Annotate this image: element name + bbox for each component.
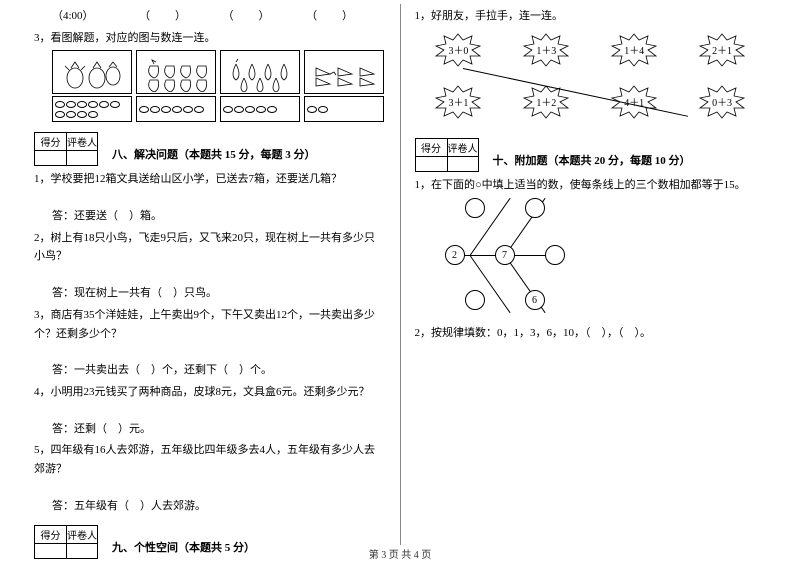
q8-3: 3，商店有35个洋娃娃，上午卖出9个，下午又卖出12个，一共卖出多少个？还剩多少… bbox=[34, 306, 386, 343]
count-box-3 bbox=[220, 96, 300, 122]
q8-2: 2，树上有18只小鸟，飞走9只后，又飞来20只，现在树上一共有多少只小鸟？ bbox=[34, 229, 386, 266]
grader-label: 评卷人 bbox=[67, 133, 97, 151]
burst-bot-3[interactable]: 4＋1 bbox=[606, 84, 662, 120]
fruit-box-3 bbox=[220, 50, 300, 94]
node-diagram: 7 2 6 bbox=[445, 200, 565, 310]
fruit-box-2 bbox=[136, 50, 216, 94]
blank-paren-3[interactable]: （ ） bbox=[306, 10, 354, 22]
fruit-box-4 bbox=[304, 50, 384, 94]
node-known-1: 2 bbox=[445, 245, 465, 265]
blank-paren-2[interactable]: （ ） bbox=[223, 10, 271, 22]
q8-4: 4，小明用23元钱买了两种商品，皮球8元，文具盒6元。还剩多少元？ bbox=[34, 383, 386, 402]
burst-top-3[interactable]: 1＋4 bbox=[606, 32, 662, 68]
node-center: 7 bbox=[495, 245, 515, 265]
q8-1: 1，学校要把12箱文具送给山区小学，已送去7箱，还要送几箱？ bbox=[34, 170, 386, 189]
q8-4-answer[interactable]: 答：还剩（ ）元。 bbox=[34, 420, 386, 439]
grader-label-10: 评卷人 bbox=[448, 139, 478, 157]
fruit-box-1 bbox=[52, 50, 132, 94]
count-box-4 bbox=[304, 96, 384, 122]
q8-2-answer[interactable]: 答：现在树上一共有（ ）只鸟。 bbox=[34, 284, 386, 303]
burst-bot-4[interactable]: 0＋3 bbox=[694, 84, 750, 120]
pineapple-icon bbox=[57, 54, 127, 92]
node-blank-1[interactable] bbox=[465, 198, 485, 218]
count-row bbox=[52, 96, 386, 122]
node-blank-4[interactable] bbox=[465, 290, 485, 310]
burst-bot-1[interactable]: 3＋1 bbox=[430, 84, 486, 120]
burst-top-2[interactable]: 1＋3 bbox=[518, 32, 574, 68]
score-label-9: 得分 bbox=[35, 526, 66, 544]
burst-row-top: 3＋0 1＋3 1＋4 2＋1 bbox=[415, 32, 767, 68]
section-8-title: 八、解决问题（本题共 15 分，每题 3 分） bbox=[112, 146, 316, 166]
node-blank-3[interactable] bbox=[545, 245, 565, 265]
grader-label-9: 评卷人 bbox=[67, 526, 97, 544]
score-box-8: 得分 评卷人 八、解决问题（本题共 15 分，每题 3 分） bbox=[34, 132, 386, 166]
node-blank-2[interactable] bbox=[525, 198, 545, 218]
q10-2[interactable]: 2，按规律填数：0，1，3，6，10，（ ），（ ）。 bbox=[415, 324, 767, 343]
q8-1-answer[interactable]: 答：还要送（ ）箱。 bbox=[34, 207, 386, 226]
section-10-title: 十、附加题（本题共 20 分，每题 10 分） bbox=[493, 152, 691, 172]
q8-3-answer[interactable]: 答：一共卖出去（ ）个，还剩下（ ）个。 bbox=[34, 361, 386, 380]
page-footer: 第 3 页 共 4 页 bbox=[0, 546, 800, 561]
q9-1-title: 1，好朋友，手拉手，连一连。 bbox=[415, 7, 767, 26]
count-box-2 bbox=[136, 96, 216, 122]
burst-bot-2[interactable]: 1＋2 bbox=[518, 84, 574, 120]
burst-top-4[interactable]: 2＋1 bbox=[694, 32, 750, 68]
blank-paren-1[interactable]: （ ） bbox=[139, 10, 187, 22]
burst-row-bot: 3＋1 1＋2 4＋1 0＋3 bbox=[415, 84, 767, 120]
time-label: （4:00） bbox=[52, 10, 94, 22]
carrot-icon bbox=[308, 54, 380, 92]
fruit-row bbox=[52, 50, 386, 94]
strawberry-icon bbox=[140, 54, 212, 92]
q10-1: 1，在下面的○中填上适当的数，使每条线上的三个数相加都等于15。 bbox=[415, 176, 767, 195]
burst-top-1[interactable]: 3＋0 bbox=[430, 32, 486, 68]
node-known-2: 6 bbox=[525, 290, 545, 310]
q8-5-answer[interactable]: 答：五年级有（ ）人去郊游。 bbox=[34, 497, 386, 516]
score-box-10: 得分 评卷人 十、附加题（本题共 20 分，每题 10 分） bbox=[415, 138, 767, 172]
count-box-1 bbox=[52, 96, 132, 122]
pear-icon bbox=[224, 54, 296, 92]
q8-5: 5，四年级有16人去郊游，五年级比四年级多去4人，五年级有多少人去郊游？ bbox=[34, 441, 386, 478]
score-label: 得分 bbox=[35, 133, 66, 151]
q3-title: 3，看图解题，对应的图与数连一连。 bbox=[34, 29, 386, 48]
score-label-10: 得分 bbox=[416, 139, 447, 157]
